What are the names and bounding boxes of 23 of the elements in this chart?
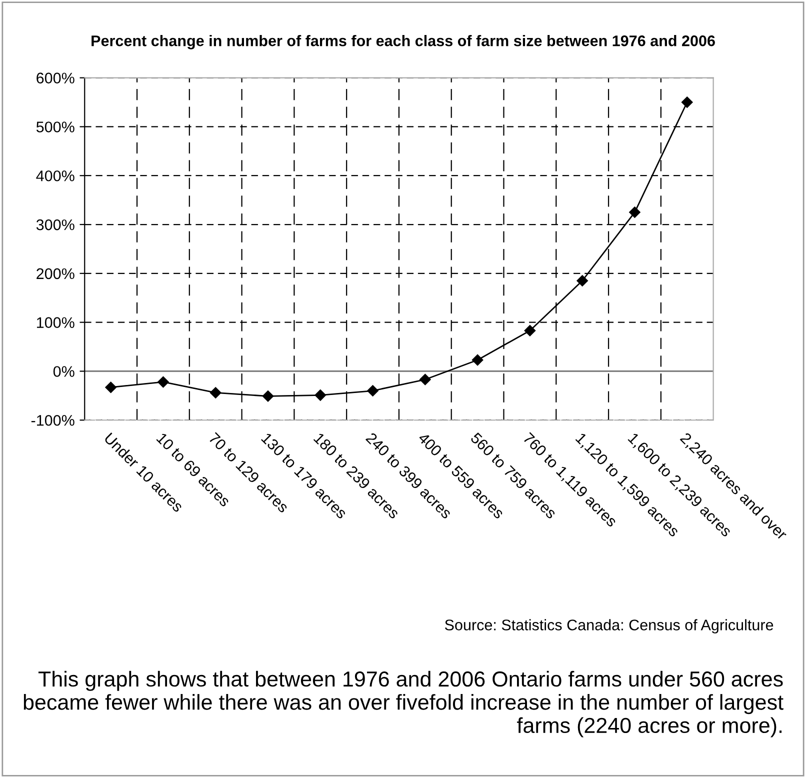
- point: [158, 376, 169, 388]
- y-tick-label: 400%: [36, 170, 74, 182]
- y-tick-label: 600%: [36, 72, 74, 84]
- point: [576, 275, 588, 286]
- point: [472, 354, 484, 366]
- y-tick-label: 500%: [36, 122, 74, 132]
- point: [105, 382, 116, 393]
- source-note: Source: Statistics Canada: Census of Agriculture: [444, 619, 774, 634]
- y-tick-label: -100%: [31, 414, 74, 426]
- point: [682, 96, 693, 108]
- text: This graph shows that between 1976 and 2006 Ontario farms under 560 acres became fewer while there was an over fivefold increase in the number of largest farms (2240 acres or more).: [24, 670, 784, 738]
- point: [210, 387, 222, 398]
- point: [629, 206, 640, 218]
- y-tick-label: 300%: [36, 219, 74, 230]
- point: [367, 385, 378, 396]
- point: [262, 390, 274, 402]
- y-tick-label: 100%: [37, 317, 74, 328]
- y-tick-label: 200%: [36, 268, 74, 280]
- point: [420, 374, 431, 386]
- y-tick-label: 0%: [53, 366, 74, 377]
- point: [524, 325, 536, 336]
- point: [314, 390, 326, 401]
- chart-title: Percent change in number of farms for each class of farm size between 1976 and 2006: [92, 35, 715, 50]
